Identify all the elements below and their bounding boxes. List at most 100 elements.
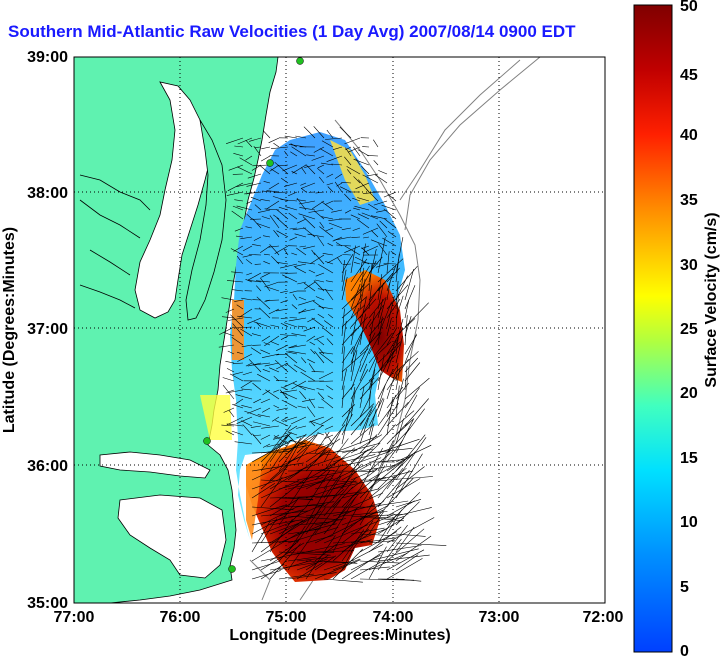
velocity-vector: [258, 307, 271, 319]
velocity-vector: [242, 371, 253, 376]
velocity-vector: [241, 388, 253, 391]
velocity-vector: [262, 443, 271, 448]
velocity-vector: [297, 261, 316, 265]
velocity-vector: [311, 155, 325, 161]
velocity-vector: [359, 515, 395, 519]
velocity-vector: [285, 206, 298, 211]
velocity-vector: [269, 516, 314, 544]
velocity-vector: [344, 193, 352, 202]
velocity-vector: [354, 205, 370, 211]
velocity-vector: [287, 434, 298, 445]
velocity-vector: [296, 481, 326, 490]
velocity-vector: [350, 442, 381, 472]
velocity-vector: [287, 572, 337, 580]
velocity-vector: [296, 494, 338, 499]
station-marker: [203, 437, 211, 445]
velocity-vector: [226, 368, 235, 373]
velocity-vector: [377, 424, 396, 445]
velocity-vector: [366, 173, 379, 177]
bathymetry-contour-4: [249, 559, 271, 601]
velocity-vector: [362, 191, 379, 194]
velocity-vector: [260, 466, 288, 490]
velocity-vector: [268, 137, 280, 144]
velocity-vector: [262, 235, 271, 238]
velocity-vector: [359, 537, 396, 544]
velocity-vector: [350, 527, 389, 544]
velocity-vector: [373, 160, 379, 166]
velocity-vector: [395, 444, 432, 463]
velocity-vector: [269, 164, 280, 172]
velocity-vector: [296, 523, 337, 535]
velocity-vector: [353, 176, 361, 184]
velocity-vector: [287, 470, 313, 508]
velocity-vector: [368, 311, 375, 346]
velocity-vector: [278, 560, 312, 571]
velocity-vector: [252, 218, 262, 229]
velocity-vector: [225, 430, 235, 436]
velocity-vector: [314, 550, 354, 553]
velocity-vector: [229, 373, 244, 382]
velocity-vector: [291, 146, 307, 157]
velocity-vector: [341, 328, 357, 346]
velocity-vector: [265, 389, 280, 400]
velocity-vector: [363, 236, 370, 239]
velocity-vector: [294, 233, 307, 238]
velocity-vector: [386, 339, 397, 364]
velocity-vector: [231, 210, 244, 220]
velocity-vector: [237, 166, 253, 175]
velocity-vector: [321, 201, 334, 211]
velocity-vector: [336, 244, 352, 247]
velocity-vector: [317, 236, 325, 247]
velocity-vector: [268, 308, 280, 315]
velocity-vector: [352, 227, 361, 231]
velocity-vector: [331, 209, 343, 213]
velocity-vector: [350, 520, 374, 553]
station-marker: [266, 159, 274, 167]
colorbar-tick: 20: [680, 385, 698, 402]
velocity-vector: [350, 554, 381, 571]
velocity-vector: [252, 433, 262, 445]
velocity-vector: [297, 405, 307, 409]
velocity-vector: [341, 488, 380, 499]
velocity-vector: [287, 528, 318, 571]
velocity-vector: [254, 146, 262, 148]
velocity-vector: [241, 405, 253, 409]
velocity-vector: [260, 445, 307, 454]
velocity-vector: [387, 230, 397, 238]
velocity-vector: [314, 499, 341, 535]
velocity-vector: [377, 354, 385, 391]
colorbar-gradient: [633, 4, 673, 653]
velocity-vector: [325, 280, 334, 283]
velocity-vector: [255, 285, 262, 292]
velocity-vector: [308, 363, 316, 373]
velocity-vector: [269, 367, 280, 373]
velocity-vector: [350, 445, 375, 463]
rappahannock-river: [79, 199, 141, 239]
velocity-vector: [280, 199, 298, 202]
velocity-vector: [341, 182, 352, 184]
velocity-vector: [269, 439, 292, 472]
velocity-vector: [362, 174, 379, 184]
velocity-vector: [404, 285, 416, 310]
colorbar-tick: 5: [680, 579, 689, 596]
velocity-vector: [361, 212, 379, 220]
velocity-vector: [285, 353, 298, 364]
velocity-vector: [234, 441, 253, 445]
velocity-vector: [305, 486, 328, 526]
velocity-vector: [374, 174, 388, 184]
velocity-vector: [253, 398, 262, 404]
velocity-vector: [377, 398, 385, 418]
velocity-vector: [359, 409, 372, 436]
velocity-vector: [303, 245, 316, 250]
y-tick-label: 38:00: [27, 185, 68, 202]
velocity-vector: [331, 163, 343, 166]
velocity-vector: [339, 126, 352, 139]
velocity-vector: [221, 297, 235, 301]
velocity-vector: [300, 443, 316, 448]
velocity-vector: [377, 384, 386, 409]
velocity-vector: [297, 325, 307, 328]
velocity-vector: [318, 176, 325, 184]
velocity-vector: [404, 299, 410, 319]
velocity-field: [200, 132, 405, 582]
